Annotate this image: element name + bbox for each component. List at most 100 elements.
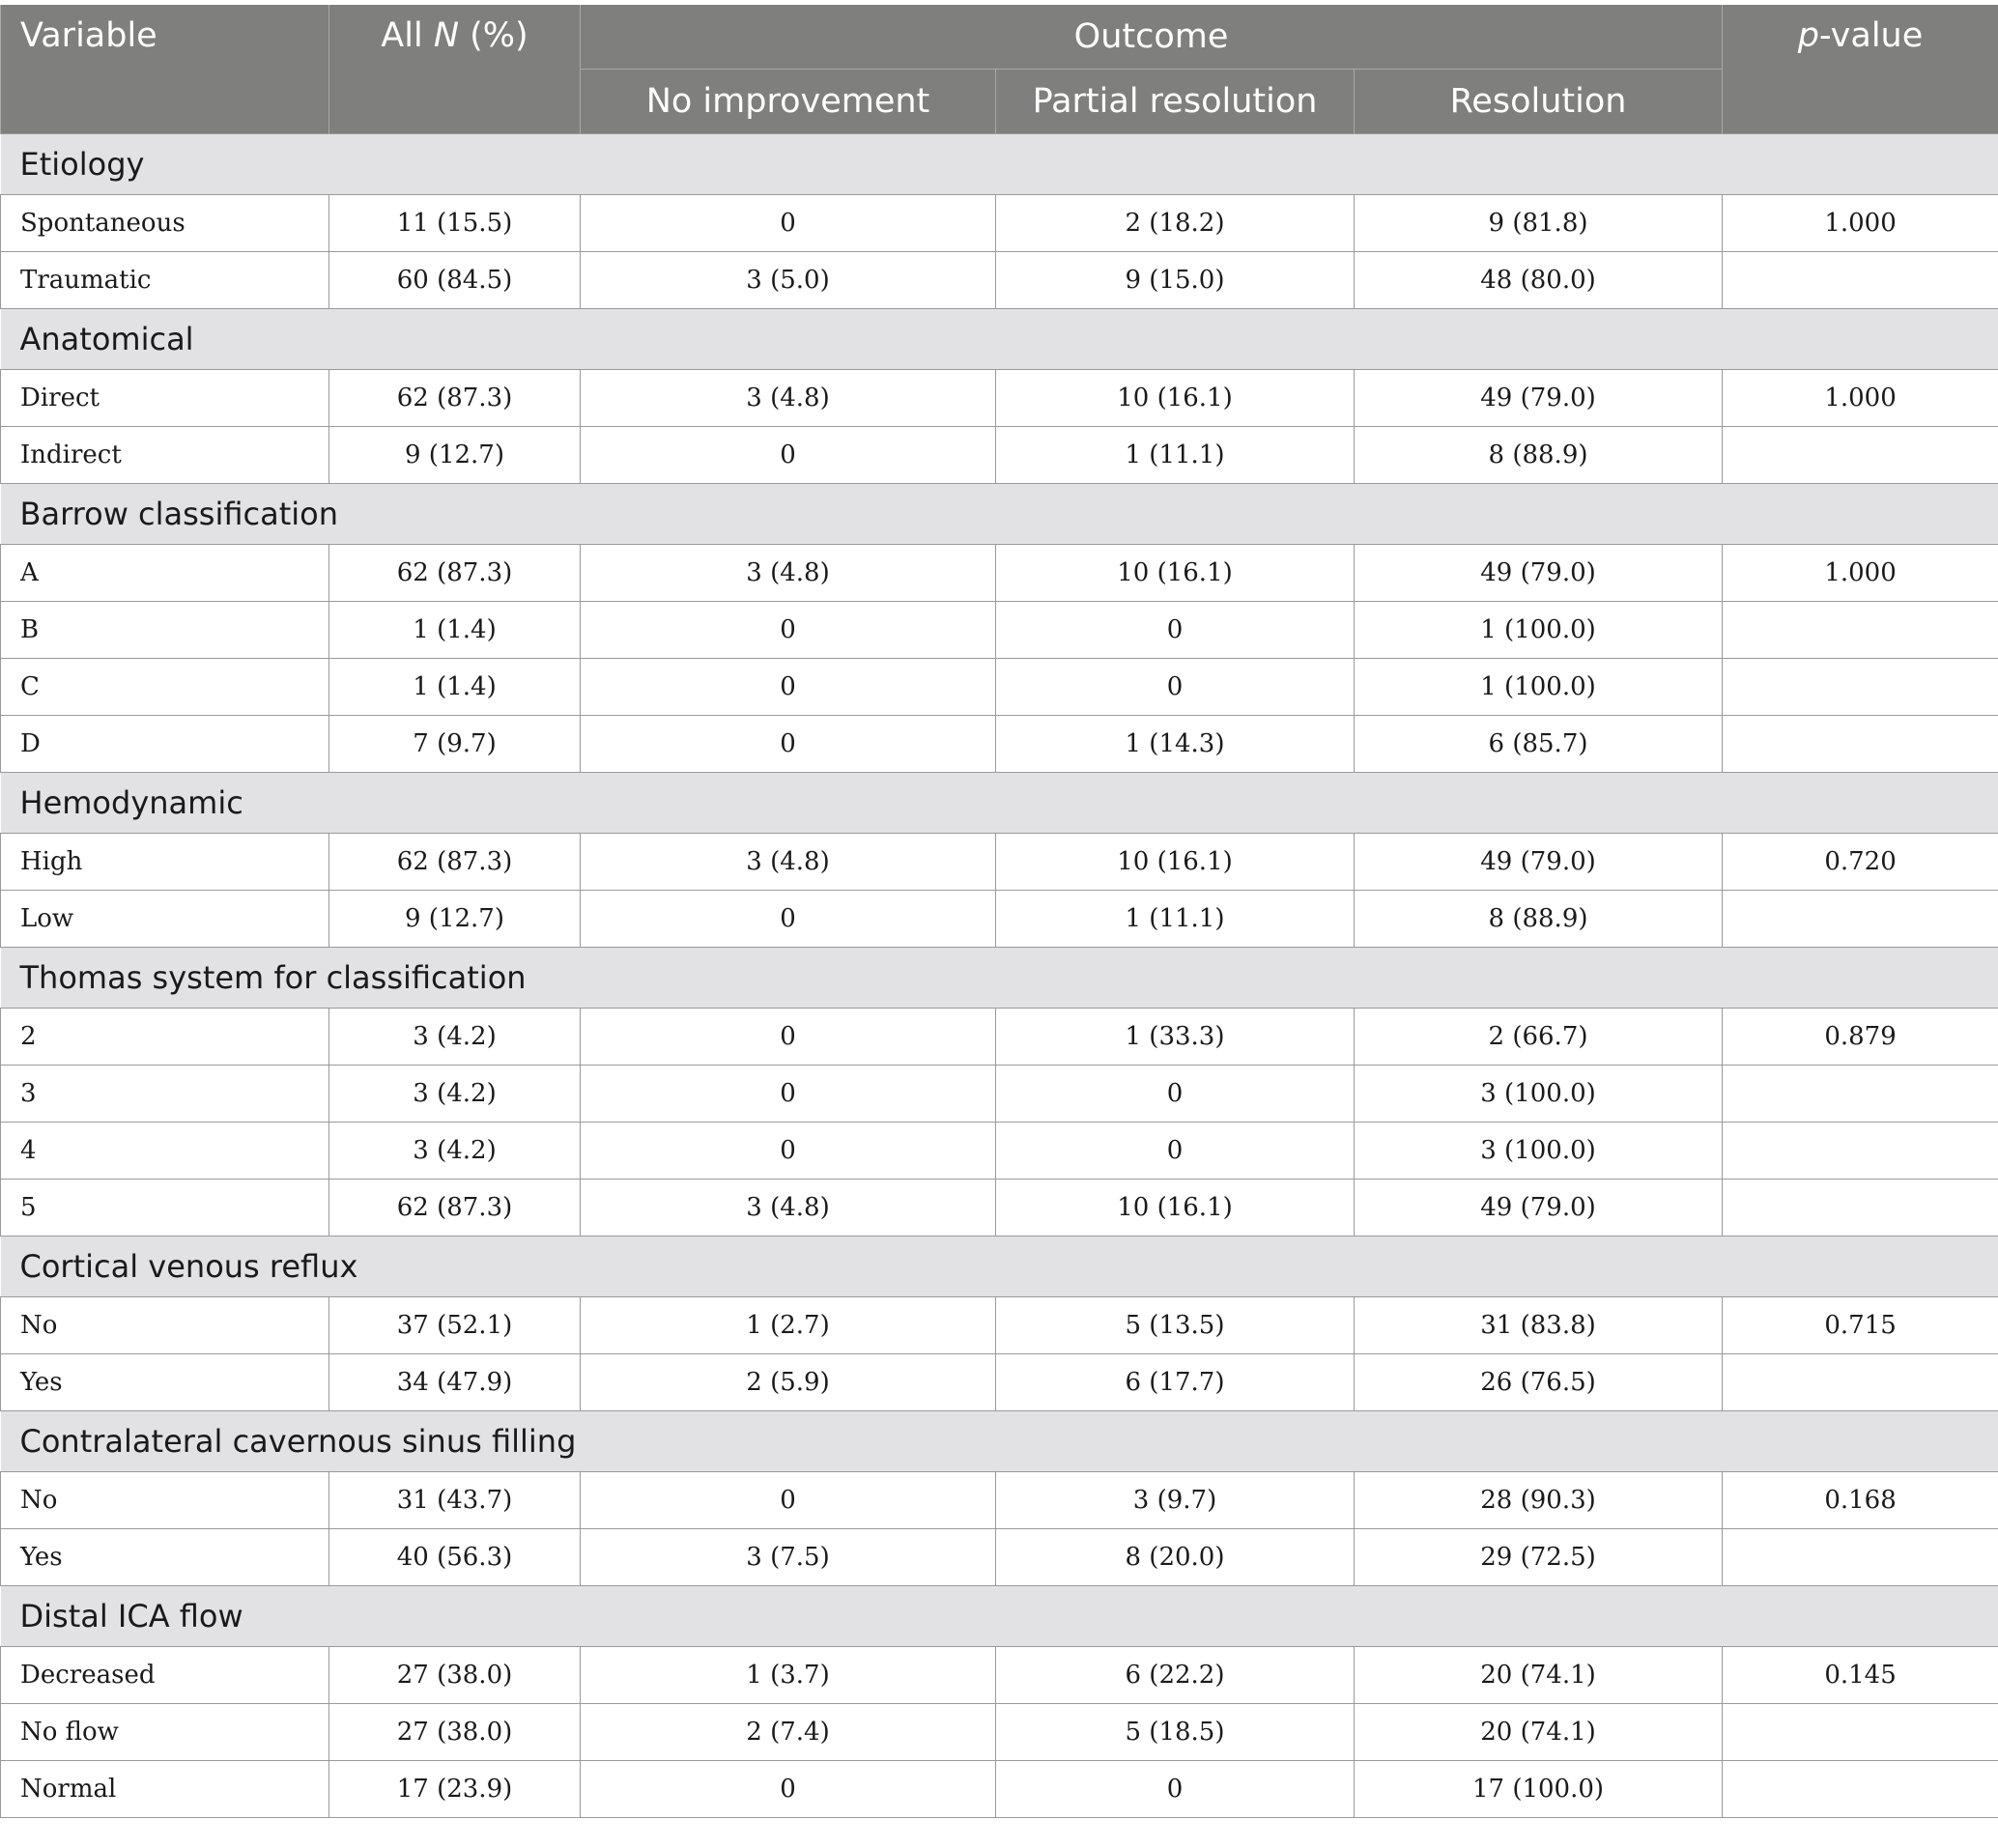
- all-n-cell: 3 (4.2): [328, 1065, 581, 1123]
- table-row: No 31 (43.7) 0 3 (9.7) 28 (90.3) 0.168: [0, 1471, 1998, 1529]
- partial-resolution-cell: 0: [995, 601, 1355, 659]
- all-n-cell: 62 (87.3): [328, 833, 581, 891]
- all-n-cell: 1 (1.4): [328, 658, 581, 716]
- all-n-cell: 62 (87.3): [328, 1179, 581, 1237]
- row-label: 4: [0, 1122, 329, 1180]
- table-row: Decreased 27 (38.0) 1 (3.7) 6 (22.2) 20 (74.…: [0, 1646, 1998, 1704]
- table-body: Etiology Spontaneous 11 (15.5) 0 2 (18.2) 9 (…: [0, 133, 1998, 1818]
- group-title: Contralateral cavernous sinus filling: [0, 1410, 1998, 1472]
- p-value-cell: 0.145: [1722, 1646, 1998, 1704]
- resolution-cell: 49 (79.0): [1353, 369, 1724, 427]
- partial-resolution-cell: 0: [995, 658, 1355, 716]
- resolution-cell: 8 (88.9): [1353, 426, 1724, 484]
- row-label: 3: [0, 1065, 329, 1123]
- all-n-cell: 3 (4.2): [328, 1122, 581, 1180]
- no-improvement-cell: 3 (4.8): [580, 1179, 996, 1237]
- no-improvement-cell: 0: [580, 1008, 996, 1066]
- no-improvement-cell: 0: [580, 1760, 996, 1818]
- all-n-cell: 62 (87.3): [328, 544, 581, 602]
- resolution-cell: 2 (66.7): [1353, 1008, 1724, 1066]
- group-title: Cortical venous reflux: [0, 1236, 1998, 1297]
- row-label: B: [0, 601, 329, 659]
- row-label: Traumatic: [0, 251, 329, 309]
- group-header-row: Anatomical: [0, 308, 1998, 370]
- p-value-cell: [1722, 1065, 1998, 1123]
- header-variable: Variable: [0, 5, 329, 134]
- p-value-cell: [1722, 601, 1998, 659]
- group-header-row: Contralateral cavernous sinus filling: [0, 1410, 1998, 1472]
- row-label: Yes: [0, 1353, 329, 1411]
- table-row: A 62 (87.3) 3 (4.8) 10 (16.1) 49 (79.0) 1.000: [0, 544, 1998, 602]
- all-n-cell: 31 (43.7): [328, 1471, 581, 1529]
- resolution-cell: 49 (79.0): [1353, 544, 1724, 602]
- partial-resolution-cell: 5 (13.5): [995, 1296, 1355, 1354]
- header-p-value: p-value: [1722, 5, 1998, 134]
- resolution-cell: 28 (90.3): [1353, 1471, 1724, 1529]
- outcome-table: Variable All N (%) Outcome p-value No im…: [0, 5, 1998, 1818]
- resolution-cell: 8 (88.9): [1353, 890, 1724, 948]
- no-improvement-cell: 3 (4.8): [580, 544, 996, 602]
- row-label: Decreased: [0, 1646, 329, 1704]
- table-header: Variable All N (%) Outcome p-value No im…: [0, 5, 1998, 134]
- group-title: Anatomical: [0, 308, 1998, 370]
- p-value-cell: [1722, 658, 1998, 716]
- all-n-cell: 3 (4.2): [328, 1008, 581, 1066]
- header-outcome: Outcome: [579, 5, 1724, 70]
- resolution-cell: 29 (72.5): [1353, 1528, 1724, 1586]
- partial-resolution-cell: 9 (15.0): [995, 251, 1355, 309]
- partial-resolution-cell: 0: [995, 1760, 1355, 1818]
- partial-resolution-cell: 6 (17.7): [995, 1353, 1355, 1411]
- p-value-cell: [1722, 1122, 1998, 1180]
- all-n-cell: 40 (56.3): [328, 1528, 581, 1586]
- all-n-cell: 27 (38.0): [328, 1703, 581, 1761]
- all-n-cell: 11 (15.5): [328, 194, 581, 252]
- group-title: Distal ICA flow: [0, 1585, 1998, 1647]
- p-value-cell: 0.720: [1722, 833, 1998, 891]
- resolution-cell: 3 (100.0): [1353, 1122, 1724, 1180]
- resolution-cell: 9 (81.8): [1353, 194, 1724, 252]
- all-n-cell: 62 (87.3): [328, 369, 581, 427]
- no-improvement-cell: 0: [580, 426, 996, 484]
- table-row: Spontaneous 11 (15.5) 0 2 (18.2) 9 (81.8) 1.0…: [0, 194, 1998, 252]
- no-improvement-cell: 3 (4.8): [580, 369, 996, 427]
- partial-resolution-cell: 0: [995, 1065, 1355, 1123]
- no-improvement-cell: 3 (5.0): [580, 251, 996, 309]
- header-no-improvement: No improvement: [580, 69, 996, 134]
- no-improvement-cell: 0: [580, 1122, 996, 1180]
- partial-resolution-cell: 1 (11.1): [995, 426, 1355, 484]
- no-improvement-cell: 3 (7.5): [580, 1528, 996, 1586]
- p-value-cell: [1722, 890, 1998, 948]
- partial-resolution-cell: 1 (14.3): [995, 715, 1355, 773]
- group-title: Thomas system for classification: [0, 947, 1998, 1009]
- p-value-cell: [1722, 426, 1998, 484]
- group-title: Etiology: [0, 133, 1998, 195]
- no-improvement-cell: 0: [580, 601, 996, 659]
- p-value-cell: [1722, 1760, 1998, 1818]
- resolution-cell: 48 (80.0): [1353, 251, 1724, 309]
- table-row: Traumatic 60 (84.5) 3 (5.0) 9 (15.0) 48 (80.…: [0, 251, 1998, 309]
- row-label: D: [0, 715, 329, 773]
- p-value-cell: 0.715: [1722, 1296, 1998, 1354]
- partial-resolution-cell: 3 (9.7): [995, 1471, 1355, 1529]
- partial-resolution-cell: 10 (16.1): [995, 1179, 1355, 1237]
- resolution-cell: 17 (100.0): [1353, 1760, 1724, 1818]
- group-header-row: Thomas system for classification: [0, 947, 1998, 1009]
- partial-resolution-cell: 10 (16.1): [995, 369, 1355, 427]
- p-value-cell: [1722, 1703, 1998, 1761]
- row-label: No flow: [0, 1703, 329, 1761]
- all-n-cell: 34 (47.9): [328, 1353, 581, 1411]
- group-title: Barrow classification: [0, 483, 1998, 545]
- row-label: A: [0, 544, 329, 602]
- partial-resolution-cell: 1 (33.3): [995, 1008, 1355, 1066]
- p-value-cell: 1.000: [1722, 544, 1998, 602]
- table-row: No 37 (52.1) 1 (2.7) 5 (13.5) 31 (83.8) 0.715: [0, 1296, 1998, 1354]
- no-improvement-cell: 0: [580, 1471, 996, 1529]
- group-title: Hemodynamic: [0, 772, 1998, 834]
- no-improvement-cell: 1 (3.7): [580, 1646, 996, 1704]
- all-n-cell: 37 (52.1): [328, 1296, 581, 1354]
- group-header-row: Hemodynamic: [0, 772, 1998, 834]
- group-header-row: Etiology: [0, 133, 1998, 195]
